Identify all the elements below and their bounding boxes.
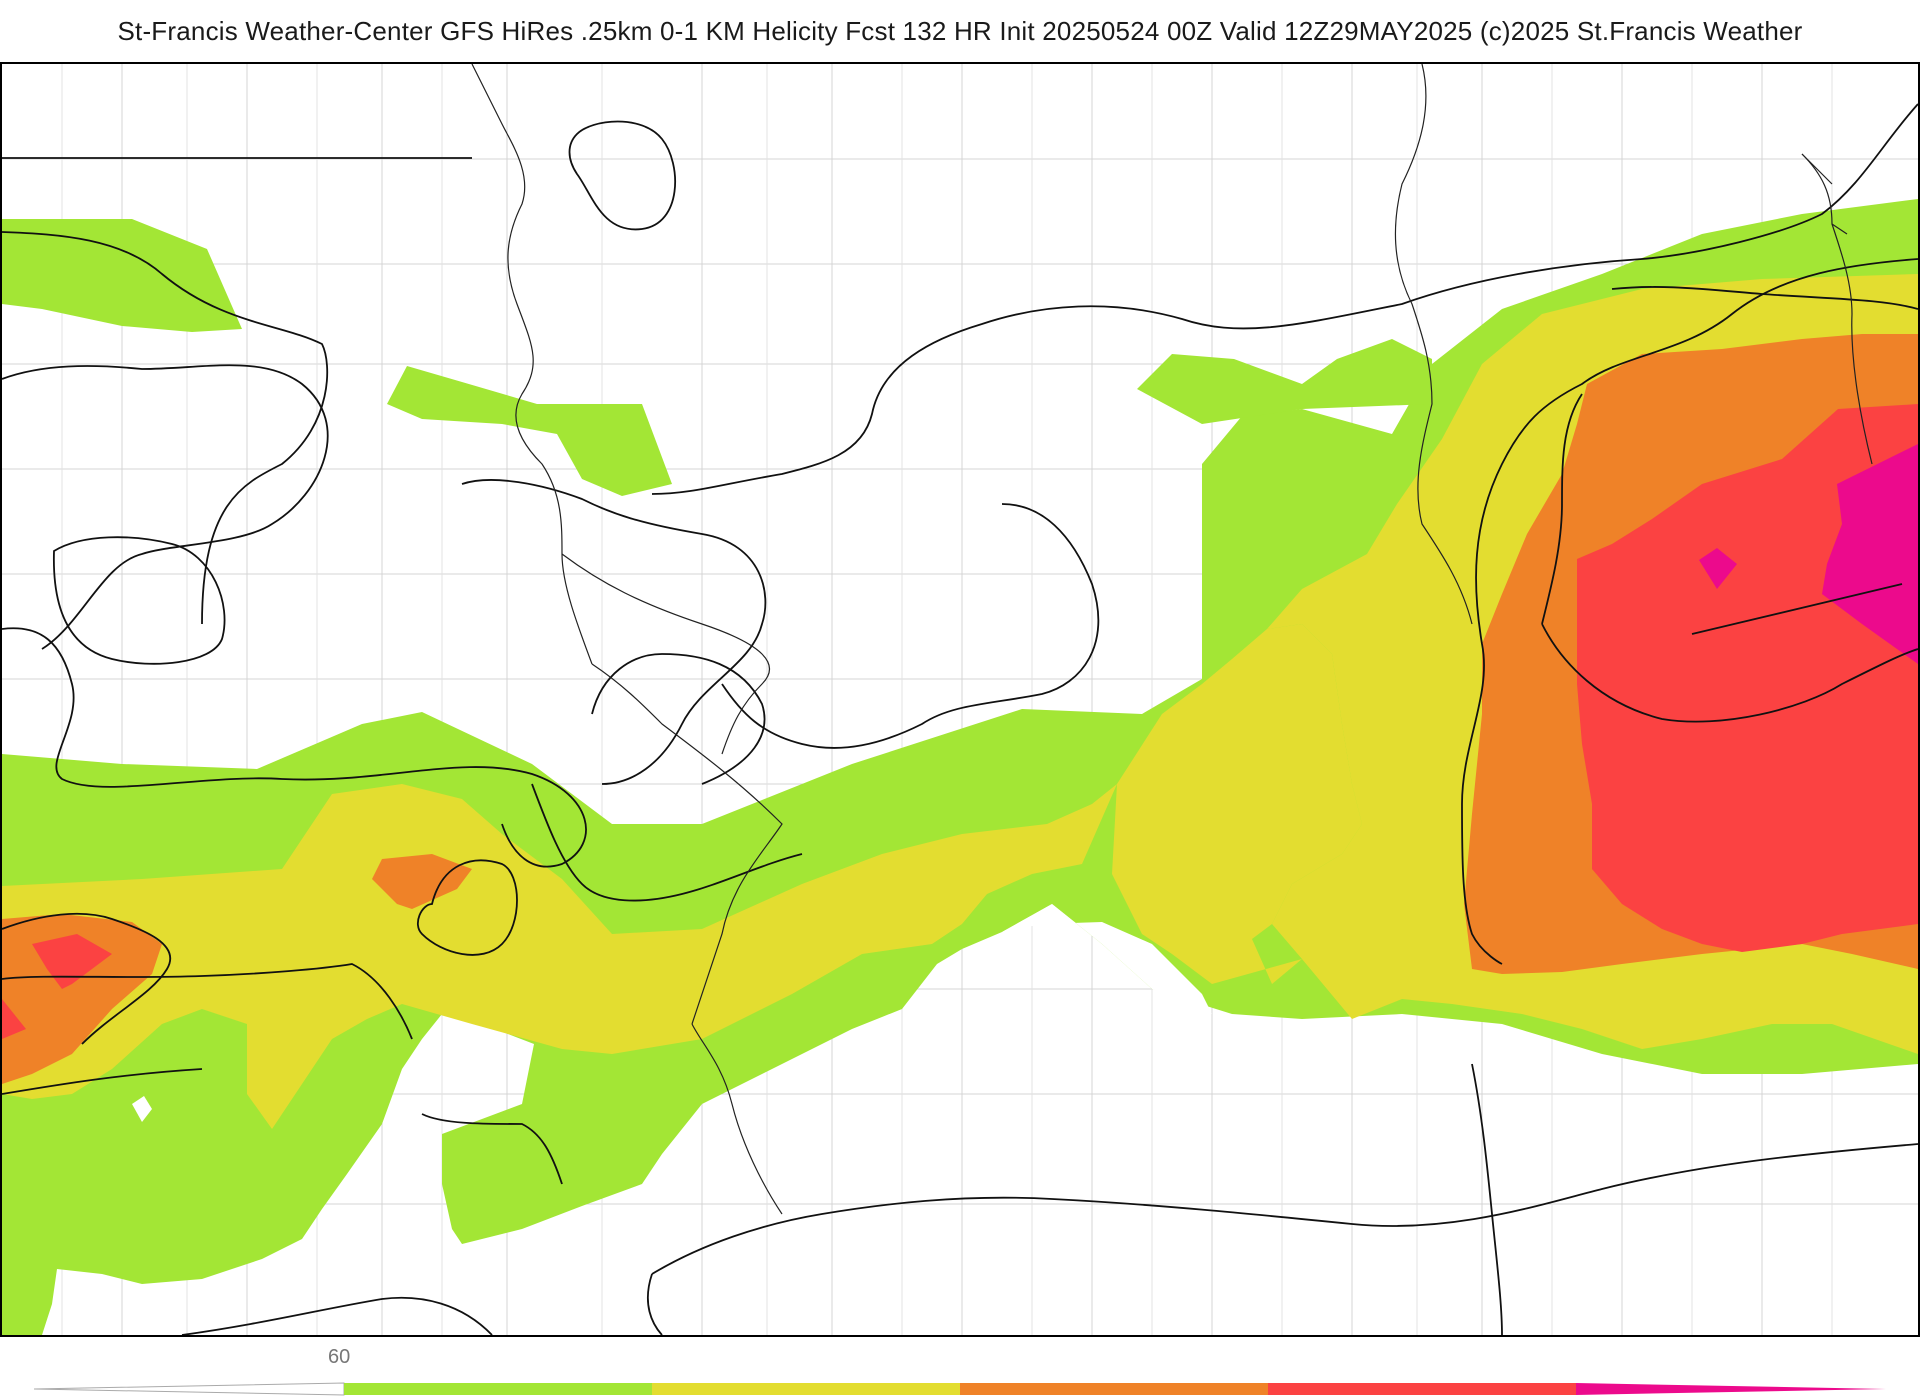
magenta-dot-east: [1699, 548, 1737, 589]
helicity-map[interactable]: [0, 62, 1920, 1337]
state-borders: [471, 64, 1873, 1215]
helicity-level5-fill: [1699, 444, 1918, 664]
legend-segment-5: [1576, 1383, 1886, 1395]
legend-segment-white: [33, 1382, 345, 1396]
green-blob-northeast-notch: [1137, 339, 1432, 424]
yellow-band-west: [2, 784, 1117, 1129]
legend-first-label: 60: [328, 1346, 351, 1368]
red-blob-west: [32, 934, 112, 989]
legend-segment-3: [960, 1383, 1268, 1395]
contour-lines: [2, 103, 1918, 1335]
yellow-fill-center: [1112, 624, 1362, 984]
orange-blob-center-west: [372, 854, 472, 909]
magenta-area-east: [1822, 444, 1918, 664]
white-gap-south: [1002, 904, 1212, 1014]
legend-segment-4: [1268, 1383, 1576, 1395]
map-title: St-Francis Weather-Center GFS HiRes .25k…: [117, 16, 1803, 46]
color-legend: 60: [0, 1340, 1920, 1400]
white-holes: [132, 904, 1212, 1122]
green-blob-northwest: [2, 219, 242, 332]
red-area-east: [1577, 404, 1918, 952]
legend-segment-1: [344, 1383, 652, 1395]
white-dot: [132, 1096, 152, 1122]
green-blob-north: [387, 366, 672, 496]
red-sliver-west: [2, 999, 26, 1039]
helicity-level4-fill: [2, 404, 1918, 1039]
legend-segment-2: [652, 1383, 960, 1395]
